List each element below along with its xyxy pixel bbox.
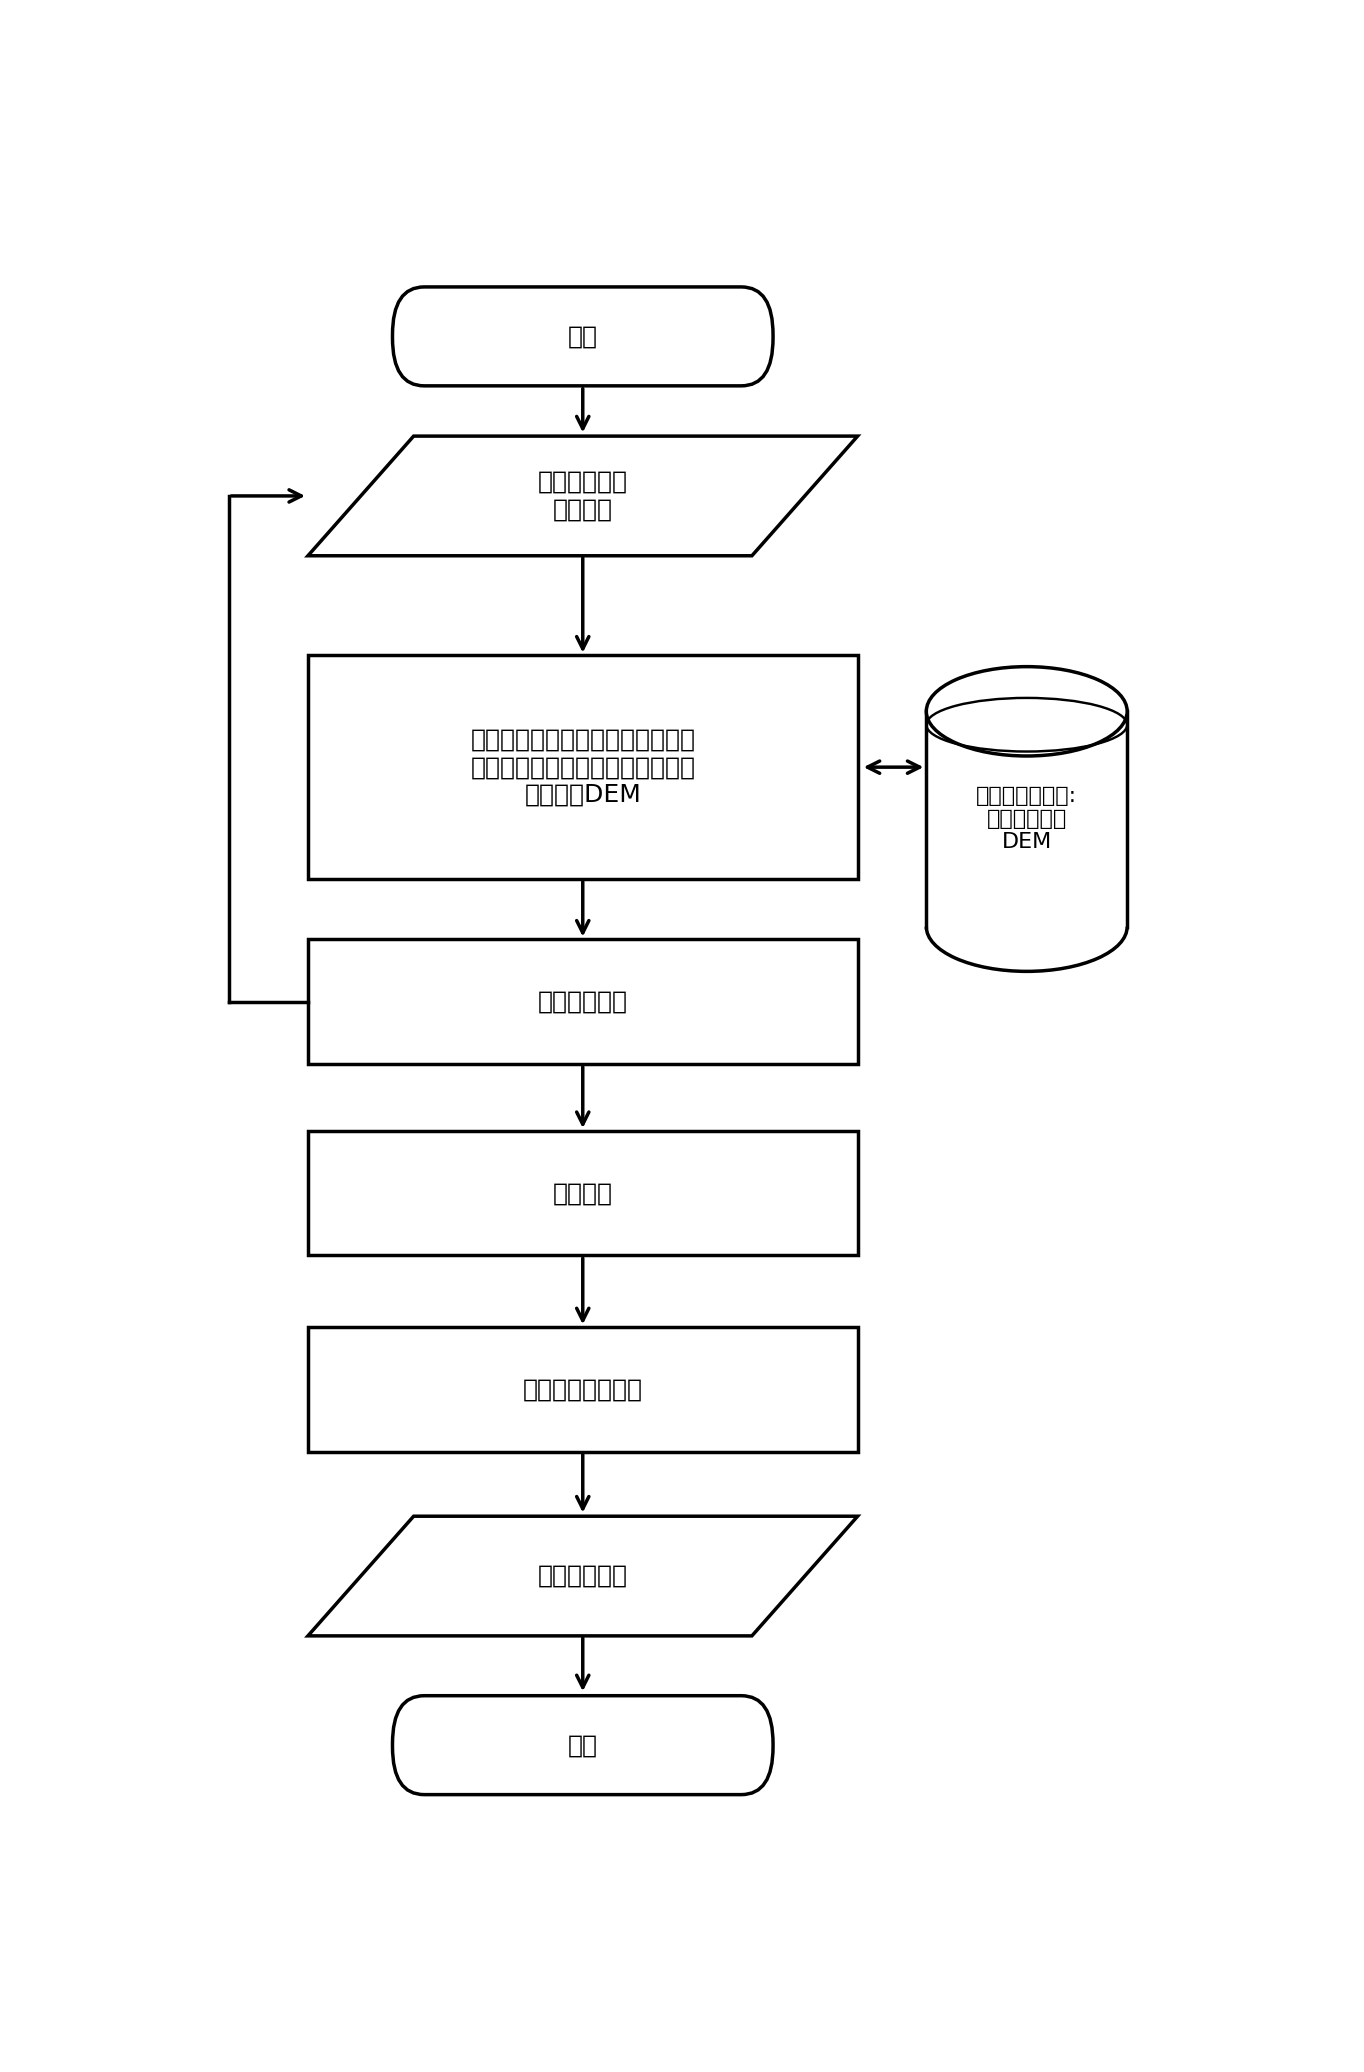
Text: 纠正精度自动评价: 纠正精度自动评价 [522, 1378, 642, 1401]
Ellipse shape [926, 667, 1127, 756]
Text: 图像自动配准: 图像自动配准 [537, 990, 627, 1013]
Text: 图像纠正: 图像纠正 [552, 1181, 612, 1206]
Text: 开始: 开始 [567, 325, 597, 348]
Bar [308, 1131, 858, 1256]
Bar [926, 711, 1127, 926]
Bar [308, 939, 858, 1063]
Text: 使用辅助数据选择获得与待纠正图
像地理范围基本重合区域的地理编
码图像和DEM: 使用辅助数据选择获得与待纠正图 像地理范围基本重合区域的地理编 码图像和DEM [471, 727, 696, 806]
Bar [308, 655, 858, 879]
Text: 区域级参考图像:
地理编码图像
DEM: 区域级参考图像: 地理编码图像 DEM [977, 785, 1078, 852]
Polygon shape [308, 1517, 858, 1637]
Polygon shape [308, 435, 858, 555]
Text: 待纠正图像及
辅助数据: 待纠正图像及 辅助数据 [537, 470, 627, 522]
FancyBboxPatch shape [393, 286, 773, 385]
Text: 精度评价报告: 精度评价报告 [537, 1564, 627, 1587]
Text: 结束: 结束 [567, 1732, 597, 1757]
Bar [308, 1328, 858, 1452]
FancyBboxPatch shape [393, 1695, 773, 1794]
